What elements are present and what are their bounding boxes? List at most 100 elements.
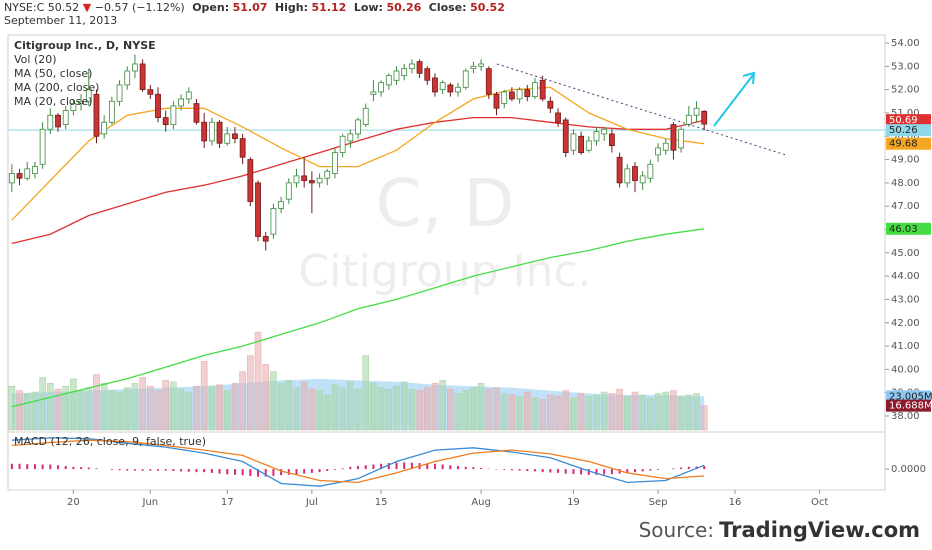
ma-line	[11, 228, 705, 408]
volume-bar	[208, 385, 216, 431]
macd-histogram-bar	[441, 464, 444, 470]
volume-bar	[23, 393, 31, 431]
macd-histogram-bar	[703, 466, 706, 470]
volume-bar	[108, 390, 116, 431]
volume-bar	[570, 397, 577, 431]
volume-bar	[508, 394, 516, 431]
macd-histogram-bar	[341, 468, 344, 470]
candle-body	[208, 121, 215, 142]
volume-bar	[393, 385, 400, 431]
candle-body	[293, 175, 300, 184]
last-price: 50.52	[47, 1, 80, 14]
y-tick-label: 40.00	[891, 364, 920, 375]
macd-histogram-bar	[10, 463, 13, 470]
volume-bar	[77, 390, 85, 431]
volume-bar	[547, 394, 554, 431]
y-tick-label: 53.00	[891, 61, 920, 72]
candle-body	[393, 70, 400, 81]
volume-bar	[231, 383, 239, 431]
volume-bar	[70, 378, 77, 431]
macd-histogram-bar	[433, 463, 436, 470]
candle-body	[39, 128, 46, 165]
candle-body	[85, 89, 92, 102]
symbol: NYSE:C	[4, 1, 45, 14]
volume-bar	[31, 391, 39, 431]
candle-body	[578, 135, 585, 153]
volume-bar	[662, 391, 670, 431]
candle-body	[585, 140, 592, 151]
macd-histogram-bar	[33, 464, 36, 470]
macd-histogram-bar	[164, 469, 167, 471]
macd-histogram-bar	[318, 469, 321, 473]
volume-bar	[423, 387, 431, 431]
candle-body	[355, 119, 361, 135]
high-label: High:	[274, 1, 309, 14]
macd-histogram-bar	[26, 464, 29, 470]
volume-bar	[454, 393, 462, 431]
arrow	[713, 74, 754, 127]
volume-bar	[8, 385, 16, 431]
volume-bar	[400, 381, 408, 431]
candle-body	[93, 93, 100, 137]
candle-body	[455, 86, 461, 93]
volume-bar	[531, 397, 539, 431]
macd-histogram-bar	[372, 464, 375, 470]
open-label: Open:	[192, 1, 230, 14]
candle-body	[324, 170, 331, 179]
candle-body	[162, 117, 169, 125]
macd-histogram-bar	[210, 469, 213, 473]
candle-body	[16, 173, 23, 179]
candle-body	[155, 93, 161, 118]
macd-histogram-bar	[203, 469, 206, 473]
macd-histogram-bar	[357, 466, 360, 470]
macd-histogram-bar	[233, 469, 236, 475]
candle-body	[70, 103, 77, 112]
macd-histogram-bar	[272, 469, 275, 476]
macd-histogram-bar	[626, 469, 629, 473]
candle-body	[701, 110, 708, 125]
macd-histogram-bar	[641, 469, 644, 472]
candle-body	[378, 82, 385, 93]
macd-histogram-bar	[118, 469, 121, 471]
watermark: Citigroup Inc.	[298, 246, 591, 297]
drawings	[496, 63, 787, 156]
volume-bar	[347, 381, 354, 431]
volume-bar	[254, 331, 262, 431]
volume-bar	[131, 383, 139, 431]
volume-bar	[123, 387, 131, 431]
x-tick-label: Sep	[649, 497, 668, 508]
candle-body	[185, 91, 192, 100]
y-tick-label: 45.00	[891, 248, 920, 259]
volume-bar	[16, 390, 23, 431]
candle-body	[301, 175, 308, 181]
candle-body	[232, 133, 238, 139]
x-tick-label: 15	[375, 497, 388, 508]
candle-body	[255, 182, 261, 237]
macd-histogram-bar	[149, 469, 152, 471]
candle-body	[278, 201, 285, 209]
macd-histogram-bar	[387, 463, 390, 470]
macd-histogram-bar	[187, 469, 190, 472]
close-label: Close:	[428, 1, 467, 14]
volume-bar	[562, 390, 570, 431]
candle-body	[139, 63, 146, 91]
macd-histogram-bar	[287, 469, 290, 475]
x-tick-label: 16	[729, 497, 742, 508]
volume-bar	[247, 355, 254, 431]
macd-histogram-bar	[403, 462, 406, 470]
macd-histogram-bar	[49, 464, 52, 470]
volume-bar	[162, 380, 170, 431]
candle-body	[332, 152, 338, 174]
macd-histogram-bar	[395, 462, 398, 470]
macd-histogram-bar	[110, 469, 113, 470]
candle-body	[670, 124, 677, 151]
candle-body	[385, 75, 392, 86]
y-tick-label: 47.00	[891, 201, 920, 212]
macd-histogram-bar	[603, 469, 606, 475]
y-tick-label: 52.00	[891, 85, 920, 96]
y-tick-label: 44.00	[891, 271, 920, 282]
volume-bar	[239, 371, 246, 431]
price-line-tag: 50.26	[889, 125, 918, 136]
macd-histogram-bar	[326, 469, 329, 471]
